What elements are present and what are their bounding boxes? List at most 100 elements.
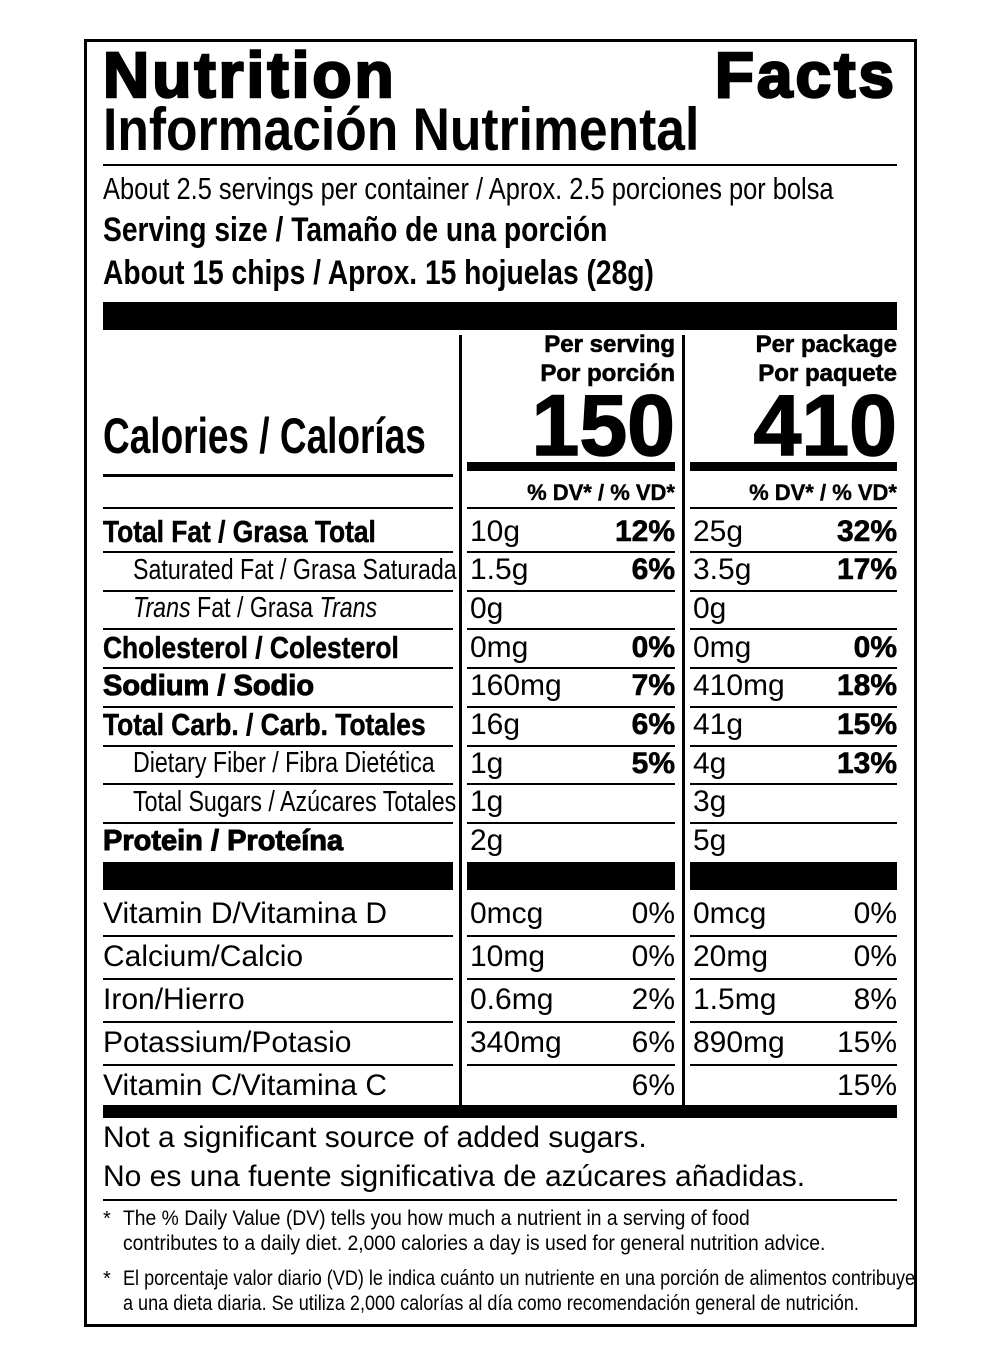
label-part: Fat / Grasa [190,592,320,625]
footnote-marker: * [103,1268,111,1290]
calories-value: 410 [753,377,898,474]
daily-value: 0% [853,939,897,973]
rule [103,507,453,509]
serving-size-label: Serving size / Tamaño de una porción [103,211,608,250]
column-header: Per serving [544,330,675,358]
rule [690,507,897,509]
vitamin-label: Potassium/Potasio [103,1025,352,1059]
title: Nutrition Facts [102,38,897,111]
rule [690,978,897,980]
rule [467,628,675,631]
rule [103,164,897,166]
serving-size: About 15 chips / Aprox. 15 hojuelas (28g… [103,254,654,293]
thick-rule [690,862,897,890]
amount: 0mg [693,630,752,664]
note: Not a significant source of added sugars… [103,1120,647,1154]
rule [467,783,675,786]
rule [467,821,675,824]
daily-value: 0% [631,896,675,930]
rule [690,821,897,824]
rule [103,1199,897,1201]
daily-value: 2% [631,982,675,1016]
rule [690,1021,897,1023]
daily-value: 7% [631,669,675,703]
daily-value: 6% [631,708,675,741]
amount: 3.5g [693,553,752,587]
amount: 160mg [470,669,562,703]
rule [103,589,453,592]
rule [690,935,897,937]
daily-value: 0% [853,896,897,930]
note: No es una fuente significativa de azúcar… [103,1159,806,1193]
rule [103,1064,453,1066]
amount: 1.5mg [693,982,777,1016]
servings: About 2.5 servings per container / Aprox… [103,170,834,206]
rule [103,551,453,553]
daily-value: 18% [836,669,898,703]
daily-value: 0% [631,939,675,973]
calories-value: 150 [531,377,676,474]
amount: 0mcg [693,896,767,930]
rule [690,1064,897,1066]
rule [103,821,453,824]
rule [467,705,675,708]
nutrient-label: Trans Fat / Grasa Trans [133,594,377,623]
vitamin-label: Vitamin D/Vitamina D [103,896,388,930]
rule [467,978,675,980]
daily-value: 15% [836,1025,897,1059]
calories-label: Calories / Calorías [103,407,426,464]
amount: 4g [693,746,727,780]
thick-rule [690,462,897,471]
amount: 0mg [470,630,529,664]
amount: 25g [693,514,744,548]
amount: 1g [470,785,504,819]
footnote-marker: * [103,1208,111,1230]
rule [103,978,453,980]
thick-rule [467,862,675,890]
vitamin-label: Iron/Hierro [103,982,245,1016]
rule [103,935,453,937]
amount: 10mg [470,939,546,973]
amount: 340mg [470,1025,562,1059]
thick-rule [467,462,675,471]
rule [103,705,453,708]
amount: 1.5g [470,553,529,587]
daily-value: 6% [631,553,675,587]
daily-value: 6% [631,1025,675,1059]
daily-value: 0% [853,630,897,664]
footnote-line: a una dieta diaria. Se utiliza 2,000 cal… [123,1292,859,1316]
label-part: Trans [133,592,191,625]
dv-header: % DV* / % VD* [527,479,675,505]
rule [690,667,897,670]
column-divider [459,335,462,1105]
rule [467,1021,675,1023]
rule [467,551,675,553]
daily-value: 32% [836,514,898,548]
nutrient-label: Total Fat / Grasa Total [103,513,376,549]
amount: 16g [470,708,521,741]
nutrient-label: Total Carb. / Carb. Totales [103,707,426,743]
daily-value: 13% [836,746,898,780]
thick-rule [103,302,897,330]
thick-rule [103,1105,897,1118]
nutrient-label: Total Sugars / Azúcares Totales [133,785,457,818]
nutrient-label: Saturated Fat / Grasa Saturada [133,553,457,586]
nutrient-label: Dietary Fiber / Fibra Dietética [133,747,435,780]
daily-value: 17% [836,553,898,587]
column-header: Per package [755,330,897,358]
rule [467,1064,675,1066]
nutrient-label: Protein / Proteína [102,824,344,857]
footnote-line: contributes to a daily diet. 2,000 calor… [123,1232,826,1256]
amount: 0g [470,591,504,625]
rule [103,628,453,631]
nutrient-label: Sodium / Sodio [102,669,315,702]
daily-value: 6% [631,1068,675,1102]
vitamin-label: Calcium/Calcio [103,939,304,973]
label-border [84,39,917,1327]
rule [467,667,675,670]
daily-value: 0% [631,630,675,664]
rule [690,589,897,592]
amount: 890mg [693,1025,785,1059]
daily-value: 5% [631,746,675,780]
rule [467,507,675,509]
